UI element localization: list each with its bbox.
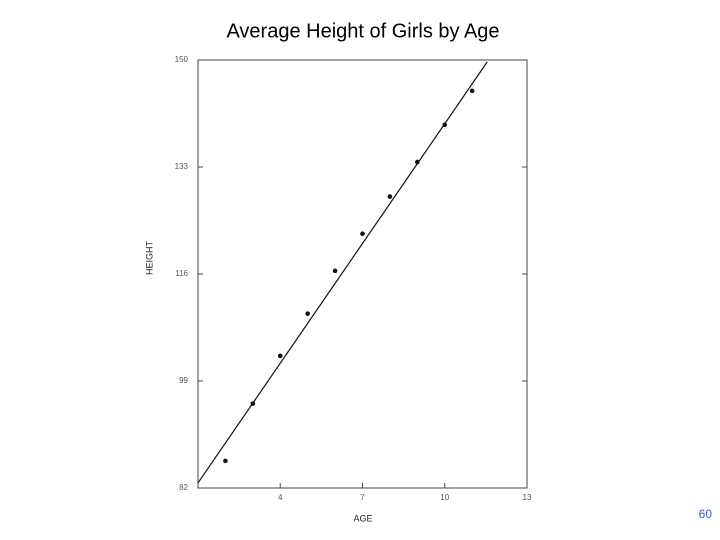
- y-tick-label: 150: [175, 55, 189, 64]
- data-point: [305, 311, 310, 316]
- x-tick-label: 4: [278, 493, 283, 502]
- y-tick-label: 116: [175, 269, 188, 278]
- fit-line: [197, 61, 488, 484]
- y-tick-label: 99: [179, 376, 188, 385]
- data-point: [469, 88, 475, 94]
- plot-frame: [197, 59, 528, 489]
- data-point: [250, 401, 256, 406]
- y-tick-label: 82: [179, 483, 188, 492]
- data-point: [360, 231, 365, 237]
- data-point: [223, 458, 228, 464]
- x-tick-label: 7: [360, 493, 365, 502]
- chart-title: Average Height of Girls by Age: [226, 20, 499, 42]
- x-tick-label: 10: [440, 493, 449, 502]
- data-point: [442, 122, 448, 128]
- data-point: [277, 353, 283, 359]
- y-tick-label: 133: [175, 162, 189, 171]
- data-point: [387, 194, 393, 199]
- x-axis-label: AGE: [353, 513, 372, 523]
- page-number: 60: [699, 507, 713, 521]
- y-axis-label: HEIGHT: [144, 241, 154, 276]
- data-point: [415, 159, 420, 165]
- data-point: [332, 268, 338, 274]
- x-tick-label: 13: [523, 493, 532, 502]
